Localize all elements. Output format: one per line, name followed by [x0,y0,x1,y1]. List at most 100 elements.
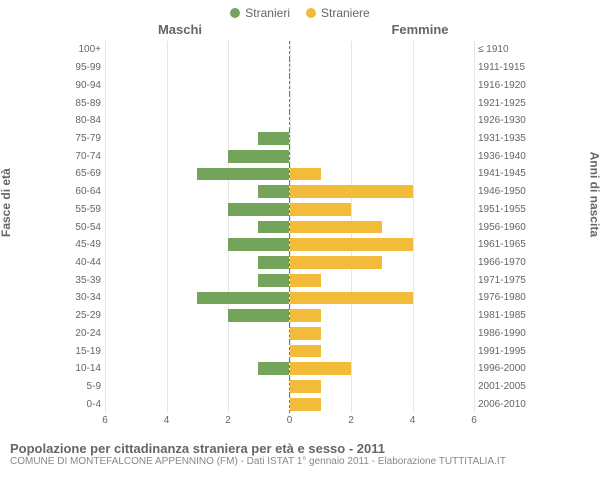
chart-row: 50-541956-1960 [66,218,534,236]
male-half [105,76,290,94]
female-bar [290,168,321,181]
age-label: 80-84 [66,115,105,126]
birth-year-label: ≤ 1910 [474,44,534,55]
male-half [105,41,290,59]
chart-title: Popolazione per cittadinanza straniera p… [10,441,590,456]
pyramid-chart: Fasce di età Anni di nascita 100+≤ 19109… [10,37,590,437]
chart-footer: Popolazione per cittadinanza straniera p… [0,437,600,467]
male-half [105,395,290,413]
male-bar [228,309,289,322]
female-half [290,41,474,59]
male-bar [258,362,289,375]
female-half [290,76,474,94]
yaxis-label-right: Anni di nascita [587,152,600,237]
female-bar [290,274,321,287]
birth-year-label: 1981-1985 [474,310,534,321]
birth-year-label: 1936-1940 [474,151,534,162]
male-half [105,59,290,77]
female-bar [290,345,321,358]
chart-row: 25-29 1981-1985 [66,307,534,325]
chart-row: 90-941916-1920 [66,76,534,94]
x-axis: 6420246 [105,415,474,433]
age-label: 65-69 [66,168,105,179]
female-half [290,59,474,77]
male-half [105,112,290,130]
birth-year-label: 1946-1950 [474,186,534,197]
legend-swatch-female [306,8,316,18]
male-half [105,271,290,289]
chart-row: 55-591951-1955 [66,200,534,218]
male-bar [258,274,289,287]
chart-row: 60-64 1946-1950 [66,183,534,201]
female-half [290,360,474,378]
female-half [290,395,474,413]
age-label: 60-64 [66,186,105,197]
x-tick: 2 [225,415,231,426]
legend-swatch-male [230,8,240,18]
chart-row: 15-19 1991-1995 [66,342,534,360]
male-bar [258,185,289,198]
female-half [290,342,474,360]
birth-year-label: 1931-1935 [474,133,534,144]
female-half [290,112,474,130]
male-half [105,289,290,307]
male-half [105,218,290,236]
chart-row: 30-341976-1980 [66,289,534,307]
header-female: Femmine [300,22,540,37]
female-bar [290,398,321,411]
legend-label-male: Stranieri [245,6,290,20]
chart-row: 5-9 2001-2005 [66,378,534,396]
male-half [105,378,290,396]
male-bar [228,203,289,216]
birth-year-label: 1921-1925 [474,98,534,109]
male-bar [258,256,289,269]
female-half [290,289,474,307]
age-label: 85-89 [66,98,105,109]
birth-year-label: 1976-1980 [474,292,534,303]
male-half [105,307,290,325]
legend: Stranieri Straniere [0,0,600,20]
birth-year-label: 2001-2005 [474,381,534,392]
age-label: 20-24 [66,328,105,339]
age-label: 15-19 [66,346,105,357]
age-label: 25-29 [66,310,105,321]
chart-row: 45-491961-1965 [66,236,534,254]
chart-row: 85-89 1921-1925 [66,94,534,112]
chart-row: 95-991911-1915 [66,59,534,77]
male-bar [228,150,289,163]
chart-row: 0-42006-2010 [66,395,534,413]
female-bar [290,256,382,269]
male-half [105,200,290,218]
male-half [105,130,290,148]
birth-year-label: 1961-1965 [474,239,534,250]
female-bar [290,221,382,234]
female-half [290,378,474,396]
female-bar [290,380,321,393]
age-label: 10-14 [66,363,105,374]
birth-year-label: 1991-1995 [474,346,534,357]
age-label: 5-9 [66,381,105,392]
male-bar [258,221,289,234]
female-half [290,325,474,343]
chart-row: 70-741936-1940 [66,147,534,165]
chart-rows: 100+≤ 191095-991911-191590-941916-192085… [66,41,534,413]
female-half [290,147,474,165]
birth-year-label: 1986-1990 [474,328,534,339]
chart-row: 100+≤ 1910 [66,41,534,59]
chart-row: 40-441966-1970 [66,254,534,272]
chart-row: 65-691941-1945 [66,165,534,183]
female-half [290,165,474,183]
male-half [105,360,290,378]
age-label: 95-99 [66,62,105,73]
x-tick: 4 [164,415,170,426]
legend-item-male: Stranieri [230,6,290,20]
male-bar [228,238,289,251]
female-half [290,218,474,236]
female-bar [290,238,413,251]
x-tick: 6 [102,415,108,426]
header-male: Maschi [60,22,300,37]
male-half [105,183,290,201]
female-half [290,130,474,148]
age-label: 55-59 [66,204,105,215]
yaxis-label-left: Fasce di età [0,168,13,237]
